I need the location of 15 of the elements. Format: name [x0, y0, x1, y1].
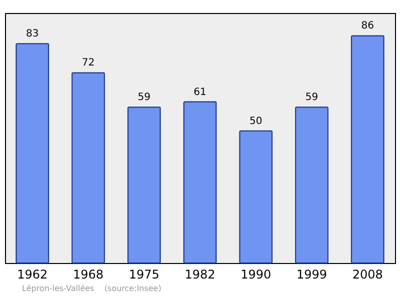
text: Lépron-les-Vallées (source:Insee) — [22, 284, 162, 293]
data-label: 59 — [305, 92, 318, 104]
x-tick-label: 1990 — [240, 268, 272, 282]
x-tick-label: 1982 — [184, 268, 216, 282]
x-tick-label: 1999 — [296, 268, 328, 282]
x-tick-label: 1968 — [72, 268, 104, 282]
x-tick-label: 2008 — [352, 268, 383, 282]
data-label: 72 — [82, 58, 95, 69]
data-label: 61 — [194, 86, 206, 98]
data-label: 83 — [26, 28, 39, 40]
x-tick-label: 1962 — [17, 268, 48, 282]
data-label: 86 — [361, 20, 374, 32]
x-tick-label: 1975 — [128, 268, 160, 282]
data-label: 50 — [250, 116, 262, 127]
data-label: 59 — [138, 92, 150, 104]
